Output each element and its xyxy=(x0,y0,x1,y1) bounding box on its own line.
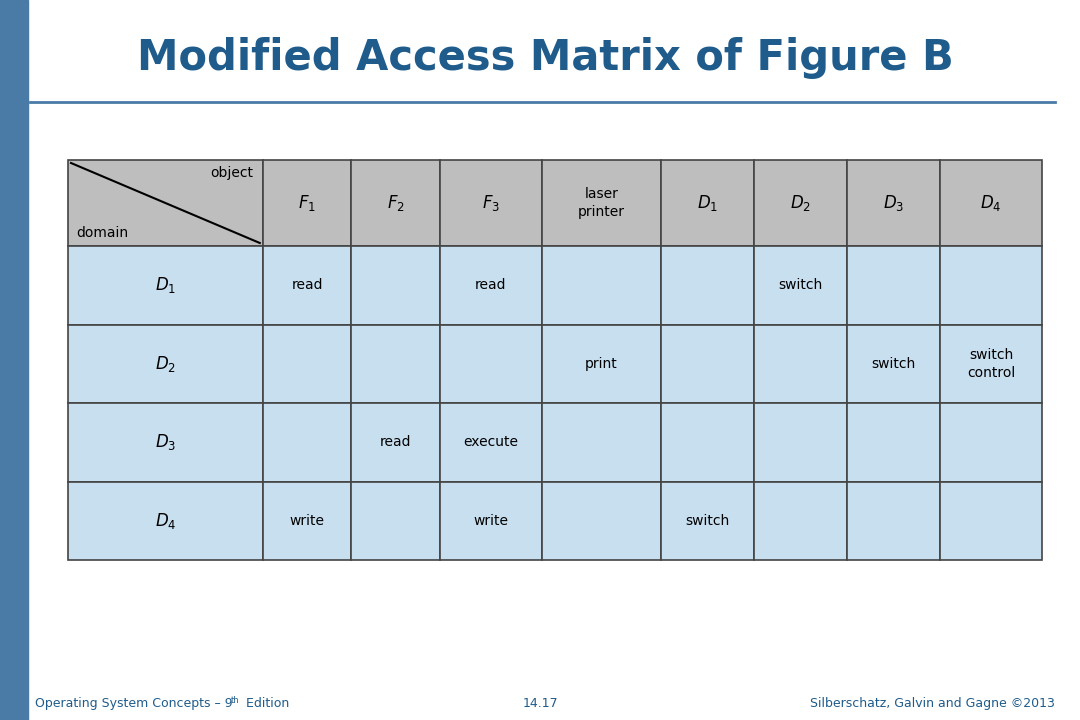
Text: Silberschatz, Galvin and Gagne ©2013: Silberschatz, Galvin and Gagne ©2013 xyxy=(810,697,1055,710)
Bar xyxy=(754,160,847,246)
Bar xyxy=(351,482,440,560)
Bar xyxy=(941,482,1042,560)
Text: $D_1$: $D_1$ xyxy=(698,193,718,213)
Text: write: write xyxy=(473,514,509,528)
Text: $D_2$: $D_2$ xyxy=(154,354,176,374)
Bar xyxy=(847,325,941,403)
Text: laser
printer: laser printer xyxy=(578,186,625,219)
Text: $F_1$: $F_1$ xyxy=(298,193,316,213)
Text: domain: domain xyxy=(76,226,129,240)
Bar xyxy=(68,246,262,325)
Text: $D_3$: $D_3$ xyxy=(154,432,176,452)
Bar xyxy=(440,325,542,403)
Bar xyxy=(661,325,754,403)
Bar xyxy=(68,325,262,403)
Text: read: read xyxy=(475,278,507,292)
Bar xyxy=(351,160,440,246)
Bar xyxy=(440,482,542,560)
Bar xyxy=(542,403,661,482)
Bar xyxy=(542,160,661,246)
Bar xyxy=(754,482,847,560)
Text: $D_1$: $D_1$ xyxy=(154,275,176,295)
Text: execute: execute xyxy=(463,436,518,449)
Bar xyxy=(0,0,28,720)
Text: $F_3$: $F_3$ xyxy=(482,193,500,213)
Bar xyxy=(440,403,542,482)
Bar xyxy=(661,160,754,246)
Text: read: read xyxy=(292,278,323,292)
Bar xyxy=(847,403,941,482)
Text: Modified Access Matrix of Figure B: Modified Access Matrix of Figure B xyxy=(137,37,954,79)
Text: Edition: Edition xyxy=(242,697,289,710)
Text: switch: switch xyxy=(686,514,730,528)
Bar xyxy=(847,482,941,560)
Bar xyxy=(542,325,661,403)
Bar xyxy=(262,482,351,560)
Bar xyxy=(847,246,941,325)
Text: write: write xyxy=(289,514,325,528)
Bar xyxy=(351,325,440,403)
Bar xyxy=(351,403,440,482)
Text: $F_2$: $F_2$ xyxy=(387,193,405,213)
Bar xyxy=(542,246,661,325)
Bar xyxy=(847,160,941,246)
Text: $D_2$: $D_2$ xyxy=(791,193,811,213)
Bar xyxy=(542,482,661,560)
Bar xyxy=(754,403,847,482)
Bar xyxy=(262,403,351,482)
Bar xyxy=(351,246,440,325)
Text: $D_4$: $D_4$ xyxy=(154,510,176,531)
Text: switch: switch xyxy=(779,278,823,292)
Bar xyxy=(68,482,262,560)
Bar xyxy=(262,325,351,403)
Bar xyxy=(941,246,1042,325)
Bar xyxy=(440,246,542,325)
Bar xyxy=(941,160,1042,246)
Bar xyxy=(661,246,754,325)
Text: print: print xyxy=(585,356,618,371)
Text: $D_3$: $D_3$ xyxy=(883,193,904,213)
Bar xyxy=(661,403,754,482)
Bar xyxy=(661,482,754,560)
Text: switch: switch xyxy=(872,356,916,371)
Bar xyxy=(262,246,351,325)
Bar xyxy=(754,325,847,403)
Bar xyxy=(941,325,1042,403)
Bar xyxy=(262,160,351,246)
Text: th: th xyxy=(231,696,240,705)
Text: object: object xyxy=(210,166,253,180)
Bar xyxy=(68,403,262,482)
Bar xyxy=(68,160,262,246)
Text: Operating System Concepts – 9: Operating System Concepts – 9 xyxy=(35,697,232,710)
Bar xyxy=(941,403,1042,482)
Text: switch
control: switch control xyxy=(967,348,1015,379)
Text: 14.17: 14.17 xyxy=(523,697,557,710)
Text: $D_4$: $D_4$ xyxy=(981,193,1002,213)
Bar xyxy=(440,160,542,246)
Text: read: read xyxy=(380,436,411,449)
Bar xyxy=(754,246,847,325)
